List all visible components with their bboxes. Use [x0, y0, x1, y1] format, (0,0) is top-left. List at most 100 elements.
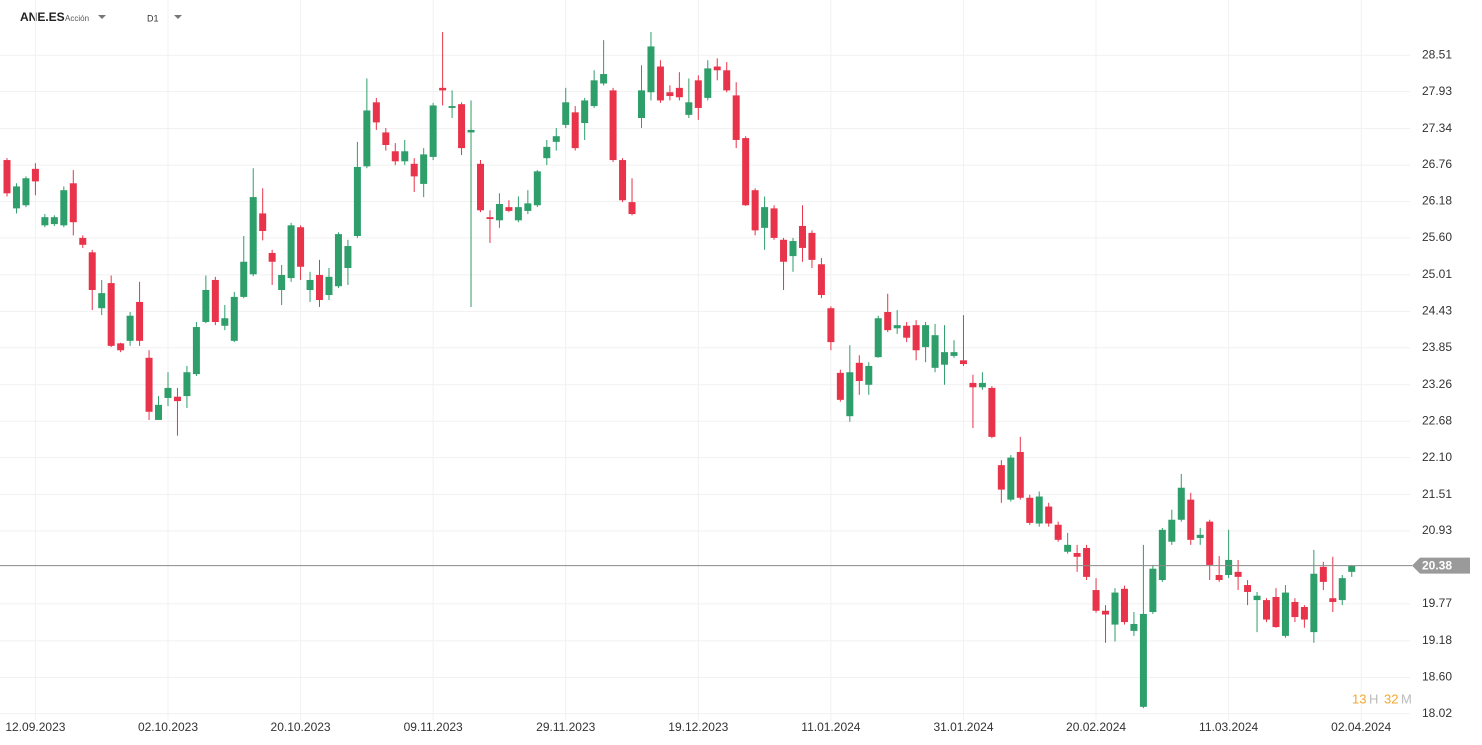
candle-body: [789, 241, 797, 257]
candle-body: [732, 95, 740, 140]
candle-body: [988, 387, 996, 437]
candle-body: [88, 252, 96, 290]
y-tick-label: 26.76: [1422, 157, 1452, 171]
candle-body: [562, 102, 570, 125]
candle-body: [950, 352, 958, 356]
last-price-tag: [1412, 557, 1470, 574]
candle-body: [780, 239, 788, 262]
candle-body: [959, 360, 967, 365]
candle-body: [922, 325, 930, 348]
instrument-kind[interactable]: Acción: [65, 14, 89, 23]
candle-body: [145, 357, 153, 412]
candle-body: [126, 315, 134, 341]
candle-body: [600, 74, 608, 84]
candle-body: [656, 66, 664, 101]
y-tick-label: 23.85: [1422, 340, 1452, 354]
candle-body: [1272, 596, 1280, 628]
timeframe[interactable]: D1: [147, 13, 159, 23]
y-tick-label: 26.18: [1422, 194, 1452, 208]
candle-body: [628, 202, 636, 215]
candle-body: [505, 207, 513, 211]
candle-body: [1158, 529, 1166, 581]
candle-body: [22, 178, 30, 206]
candle-body: [637, 90, 645, 118]
y-tick-label: 22.68: [1422, 413, 1452, 427]
candle-body: [1177, 487, 1185, 520]
candle-body: [1291, 601, 1299, 618]
candle-body: [893, 325, 901, 329]
candle-body: [1215, 574, 1223, 581]
candle-body: [1139, 613, 1147, 707]
candles: [3, 31, 1356, 709]
kind-dropdown[interactable]: [98, 15, 106, 19]
candle-body: [363, 110, 371, 167]
candle-body: [713, 66, 721, 71]
candle-body: [1225, 559, 1233, 575]
symbol: ANE.ES: [20, 10, 65, 24]
candle-body: [543, 146, 551, 159]
countdown: 13 H 32 M: [1352, 691, 1412, 706]
countdown-minutes: 32: [1384, 691, 1398, 706]
x-tick-label: 02.04.2024: [1331, 720, 1391, 734]
candle-body: [278, 274, 286, 290]
candle-body: [316, 274, 324, 301]
x-tick-label: 11.01.2024: [801, 720, 860, 734]
candle-body: [344, 246, 352, 269]
x-tick-label: 19.12.2023: [668, 720, 728, 734]
candle-body: [391, 151, 399, 162]
y-tick-label: 18.60: [1422, 669, 1452, 683]
candle-body: [1083, 547, 1091, 577]
candle-body: [155, 404, 163, 420]
x-tick-label: 09.11.2023: [404, 720, 463, 734]
candle-body: [817, 264, 825, 296]
timeframe-dropdown[interactable]: [174, 15, 182, 19]
candle-body: [306, 279, 314, 290]
y-tick-label: 22.10: [1422, 450, 1452, 464]
candle-body: [268, 252, 276, 262]
y-tick-label: 25.60: [1422, 230, 1452, 244]
candle-body: [382, 132, 390, 145]
candle-body: [467, 129, 475, 133]
candle-body: [827, 308, 835, 343]
candle-body: [742, 138, 750, 206]
candle-body: [1045, 506, 1053, 524]
candle-body: [60, 190, 68, 226]
candle-body: [325, 276, 333, 296]
candle-body: [50, 217, 58, 225]
candle-body: [836, 372, 844, 400]
candle-body: [240, 261, 248, 297]
candle-body: [912, 325, 920, 351]
candle-body: [1120, 588, 1128, 623]
candle-body: [1168, 519, 1176, 542]
candle-body: [1253, 595, 1261, 601]
candle-body: [1244, 585, 1252, 592]
candle-body: [117, 343, 125, 351]
candle-body: [1149, 568, 1157, 613]
candle-body: [1016, 451, 1024, 498]
candle-body: [770, 208, 778, 238]
candle-body: [31, 168, 39, 182]
candle-body: [884, 311, 892, 331]
candle-body: [41, 217, 49, 226]
y-tick-label: 20.93: [1422, 523, 1452, 537]
y-tick-label: 24.43: [1422, 304, 1452, 318]
candle-body: [458, 104, 466, 149]
candle-body: [410, 163, 418, 177]
candle-body: [1102, 610, 1110, 615]
candle-body: [1338, 578, 1346, 601]
candle-body: [486, 217, 494, 220]
candle-body: [1054, 524, 1062, 540]
candle-body: [808, 232, 816, 260]
candle-body: [552, 136, 560, 142]
candle-body: [420, 154, 428, 184]
candle-body: [1310, 573, 1318, 633]
candle-body: [192, 327, 200, 375]
x-tick-label: 20.02.2024: [1066, 720, 1126, 734]
candle-body: [1007, 457, 1015, 500]
y-tick-label: 19.77: [1422, 596, 1452, 610]
candle-body: [1329, 598, 1337, 602]
x-tick-label: 11.03.2024: [1199, 720, 1258, 734]
candle-body: [69, 183, 77, 223]
